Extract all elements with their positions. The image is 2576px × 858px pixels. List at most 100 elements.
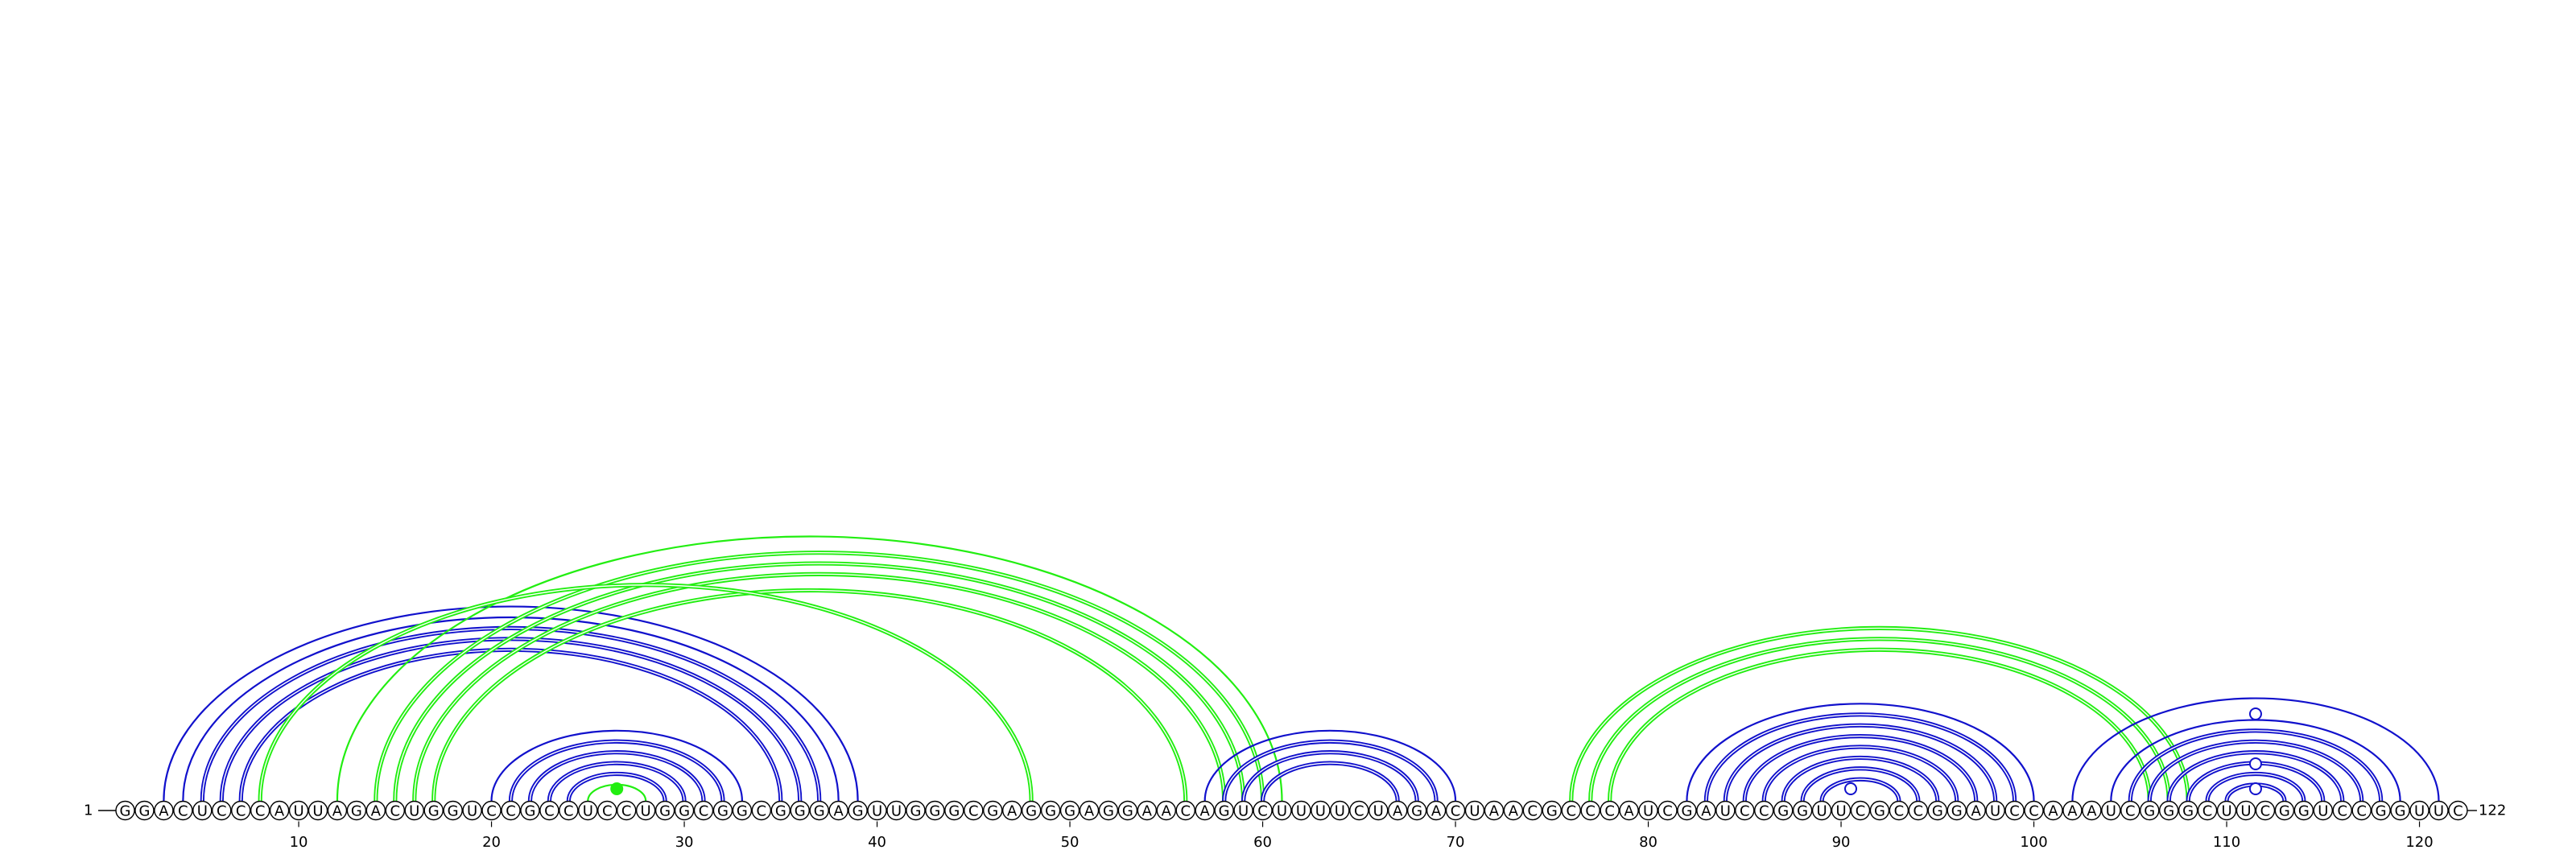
nucleotide-letter-69: A (1431, 803, 1442, 820)
nucleotide-letter-83: A (1701, 803, 1711, 820)
base-pair-arc-60-67 (1263, 763, 1398, 801)
nucleotide-letter-45: C (968, 803, 979, 820)
nucleotide-letter-97: A (1971, 803, 1982, 820)
nucleotide-letter-80: U (1643, 803, 1653, 820)
nucleotide-letter-65: C (1354, 803, 1364, 820)
nucleotide-letter-81: C (1662, 803, 1673, 820)
nucleotide-letter-61: U (1277, 803, 1287, 820)
nucleotide-letter-66: U (1373, 803, 1384, 820)
nucleotide-letter-49: G (1045, 803, 1056, 820)
axis-tick-label-80: 80 (1639, 834, 1657, 851)
nucleotide-letter-13: G (351, 803, 362, 820)
nucleotide-letter-2: G (138, 803, 150, 820)
nucleotide-letter-8: C (255, 803, 266, 820)
nucleotide-letter-88: G (1797, 803, 1808, 820)
base-pair-arc-86-96 (1764, 747, 1957, 801)
nucleotide-letter-5: U (197, 803, 208, 820)
nucleotide-letter-21: C (506, 803, 516, 820)
nucleotide-letter-3: A (159, 803, 169, 820)
nucleotide-letter-41: U (891, 803, 902, 820)
nucleotide-letter-86: C (1759, 803, 1769, 820)
nucleotide-letter-118: G (2376, 803, 2387, 820)
nucleotide-letter-91: C (1856, 803, 1866, 820)
nucleotide-letter-94: C (1913, 803, 1924, 820)
base-pair-arc-82-100 (1686, 703, 2033, 801)
nucleotide-letter-64: U (1335, 803, 1345, 820)
nucleotide-letter-112: C (2260, 803, 2271, 820)
nucleotide-letter-35: G (775, 803, 786, 820)
nucleotide-letter-47: A (1007, 803, 1018, 820)
nucleotide-letter-14: A (371, 803, 382, 820)
nucleotide-letter-104: U (2106, 803, 2116, 820)
nucleotide-letter-75: G (1546, 803, 1558, 820)
nucleotide-letter-71: U (1469, 803, 1480, 820)
nucleotide-letter-46: G (987, 803, 998, 820)
nucleotide-letter-7: C (236, 803, 246, 820)
axis-tick-label-10: 10 (290, 834, 308, 851)
loop-marker (1845, 783, 1856, 794)
nucleotide-letter-100: C (2029, 803, 2039, 820)
nucleotide-letter-23: C (544, 803, 555, 820)
nucleotide-letter-96: G (1951, 803, 1963, 820)
nucleotide-letter-43: G (929, 803, 940, 820)
nucleotide-letter-22: G (524, 803, 535, 820)
base-pair-arc-gap-86-96 (1764, 747, 1957, 801)
nucleotide-letter-82: G (1681, 803, 1692, 820)
nucleotide-letter-50: G (1064, 803, 1075, 820)
nucleotide-letter-37: G (814, 803, 825, 820)
nucleotide-letter-26: C (602, 803, 613, 820)
nucleotide-letter-98: U (1990, 803, 2000, 820)
nucleotide-letter-57: A (1200, 803, 1211, 820)
nucleotide-letter-56: C (1180, 803, 1191, 820)
base-pair-arc-gap-77-107 (1591, 639, 2169, 801)
nucleotide-letter-1: G (120, 803, 131, 820)
nucleotide-letter-89: U (1817, 803, 1827, 820)
loop-markers (611, 708, 2261, 794)
nucleotide-letter-18: G (448, 803, 459, 820)
nucleotide-letter-116: C (2337, 803, 2347, 820)
nucleotide-letter-36: G (795, 803, 806, 820)
nucleotide-letter-109: C (2202, 803, 2213, 820)
nucleotide-letter-121: U (2434, 803, 2444, 820)
axis-tick-label-30: 30 (675, 834, 694, 851)
nucleotide-letter-93: C (1894, 803, 1905, 820)
nucleotide-letter-44: G (948, 803, 960, 820)
nucleotide-letter-38: A (833, 803, 844, 820)
nucleotide-letter-40: U (872, 803, 882, 820)
base-pair-arc-77-107 (1591, 639, 2169, 801)
base-pair-arcs (163, 537, 2438, 801)
nucleotide-letter-85: C (1740, 803, 1750, 820)
nucleotide-letter-25: U (583, 803, 593, 820)
nucleotide-letter-87: G (1777, 803, 1789, 820)
axis-tick-label-100: 100 (2020, 834, 2047, 851)
nucleotide-letter-67: A (1393, 803, 1403, 820)
nucleotide-letter-30: G (679, 803, 690, 820)
axis-tick-label-110: 110 (2213, 834, 2240, 851)
nucleotide-letter-111: U (2240, 803, 2251, 820)
nucleotide-letter-34: C (757, 803, 767, 820)
nucleotide-letter-27: C (621, 803, 632, 820)
base-pair-arc-89-93 (1822, 779, 1899, 801)
nucleotide-letter-11: U (312, 803, 323, 820)
nucleotide-letter-74: C (1528, 803, 1538, 820)
nucleotide-letter-52: G (1103, 803, 1114, 820)
nucleotide-letter-103: A (2087, 803, 2097, 820)
axis-tick-label-70: 70 (1447, 834, 1465, 851)
nucleotide-letter-117: C (2356, 803, 2367, 820)
nucleotide-letter-114: G (2298, 803, 2310, 820)
axis-tick-label-40: 40 (868, 834, 886, 851)
base-pair-arc-59-68 (1244, 753, 1418, 801)
nucleotide-letter-10: U (293, 803, 303, 820)
nucleotide-letter-62: U (1296, 803, 1307, 820)
nucleotide-letter-72: A (1489, 803, 1500, 820)
sequence-start-label: 1 (84, 802, 93, 819)
nucleotide-letter-59: U (1238, 803, 1249, 820)
base-pair-arc-gap-88-94 (1802, 769, 1918, 801)
nucleotide-letter-24: C (564, 803, 574, 820)
axis-tick-label-90: 90 (1832, 834, 1851, 851)
loop-marker (611, 783, 622, 794)
nucleotide-letter-39: G (852, 803, 864, 820)
